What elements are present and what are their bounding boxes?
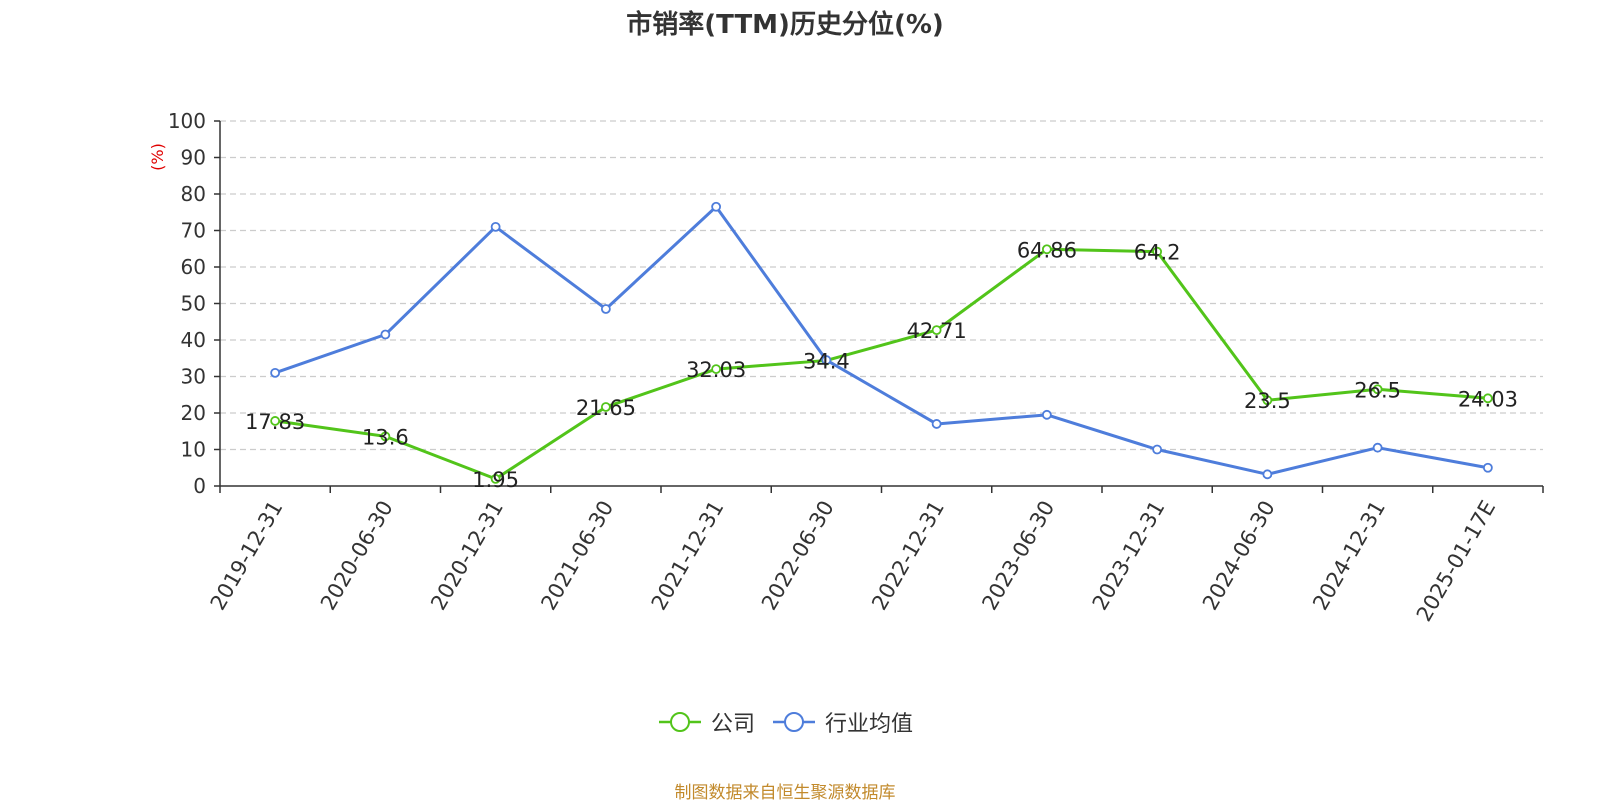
legend-marker-icon	[773, 712, 815, 732]
data-point	[931, 325, 942, 336]
x-tick-label: 2020-06-30	[316, 497, 398, 615]
series	[270, 201, 1493, 484]
series-line-0	[274, 247, 1488, 481]
data-point	[821, 355, 832, 365]
data-label: 42.71	[907, 319, 967, 343]
data-label: 64.86	[1017, 238, 1077, 262]
data-label: 34.4	[803, 349, 850, 373]
x-tick-label: 2025-01-17E	[1412, 497, 1500, 626]
data-label: 64.2	[1134, 241, 1181, 265]
x-tick-label: 2021-12-31	[647, 497, 729, 615]
data-point	[1041, 409, 1052, 420]
y-tick-label: 0	[193, 474, 206, 498]
data-point	[1262, 395, 1273, 406]
series-line-1	[274, 205, 1489, 476]
data-point	[1152, 444, 1163, 455]
x-tick-label: 2022-12-31	[867, 497, 949, 615]
data-point	[600, 402, 611, 412]
x-tick-label: 2023-12-31	[1088, 497, 1170, 615]
y-tick-label: 70	[181, 219, 206, 243]
x-tick-label: 2021-06-30	[536, 497, 618, 615]
legend-marker-circle	[784, 712, 804, 732]
source-note: 制图数据来自恒生聚源数据库	[674, 783, 896, 803]
data-point	[1262, 469, 1273, 480]
data-point	[931, 419, 942, 429]
y-tick-label: 30	[181, 365, 206, 389]
x-tick-label: 2023-06-30	[977, 497, 1059, 615]
legend: 公司 行业均值	[0, 706, 1570, 740]
y-tick-label: 60	[181, 255, 206, 279]
x-tick-label: 2024-06-30	[1198, 497, 1280, 615]
legend-item[interactable]: 行业均值	[771, 706, 913, 738]
legend-item[interactable]: 公司	[657, 706, 755, 738]
y-tick-label: 40	[181, 328, 206, 352]
x-tick-label: 2020-12-31	[426, 497, 508, 615]
y-tick-label: 20	[181, 401, 206, 425]
data-point	[600, 304, 611, 314]
y-tick-label: 90	[181, 146, 206, 170]
data-point	[711, 201, 722, 212]
x-tick-label: 2024-12-31	[1308, 497, 1390, 615]
y-tick-label: 100	[168, 109, 206, 133]
data-label: 26.5	[1354, 378, 1401, 402]
y-tick-label: 80	[181, 182, 206, 206]
y-tick-label: 50	[181, 292, 206, 316]
data-point	[1041, 244, 1052, 255]
legend-marker-icon	[658, 712, 701, 732]
data-point	[270, 367, 281, 378]
data-point	[270, 416, 281, 426]
y-tick-label: 10	[181, 438, 206, 462]
data-label: 23.5	[1244, 389, 1291, 413]
data-point	[1152, 246, 1163, 257]
grid-lines	[220, 120, 1543, 451]
data-point	[1372, 384, 1383, 395]
chart-title: 市销率(TTM)历史分位(%)	[626, 10, 944, 40]
data-label: 24.03	[1458, 387, 1518, 411]
legend-label: 公司	[710, 712, 755, 737]
line-chart: 0 10 20 30 40 50 60 70 80 90 100(%) 2019-12-31 2020-…	[148, 109, 1544, 626]
data-point	[490, 221, 501, 232]
data-labels: 17.83 13.6 1.95 21.65 32.03 34.4 42.71 64.86 64.…	[245, 238, 1518, 492]
data-label: 1.95	[472, 468, 519, 492]
data-label: 13.6	[362, 425, 409, 449]
data-label: 21.65	[576, 396, 636, 420]
data-label: 17.83	[245, 410, 305, 434]
data-point	[380, 431, 391, 442]
legend-label: 行业均值	[825, 712, 914, 737]
data-point	[711, 364, 722, 374]
data-point	[1482, 462, 1493, 473]
data-point	[1482, 393, 1493, 404]
x-tick-label: 2022-06-30	[757, 497, 839, 615]
data-point	[1372, 442, 1383, 453]
y-axis-label: (%)	[148, 143, 167, 171]
x-tick-label: 2019-12-31	[206, 497, 288, 615]
data-point	[380, 329, 391, 340]
data-point	[490, 473, 501, 484]
data-label: 32.03	[686, 358, 746, 382]
legend-marker-circle	[669, 712, 690, 732]
